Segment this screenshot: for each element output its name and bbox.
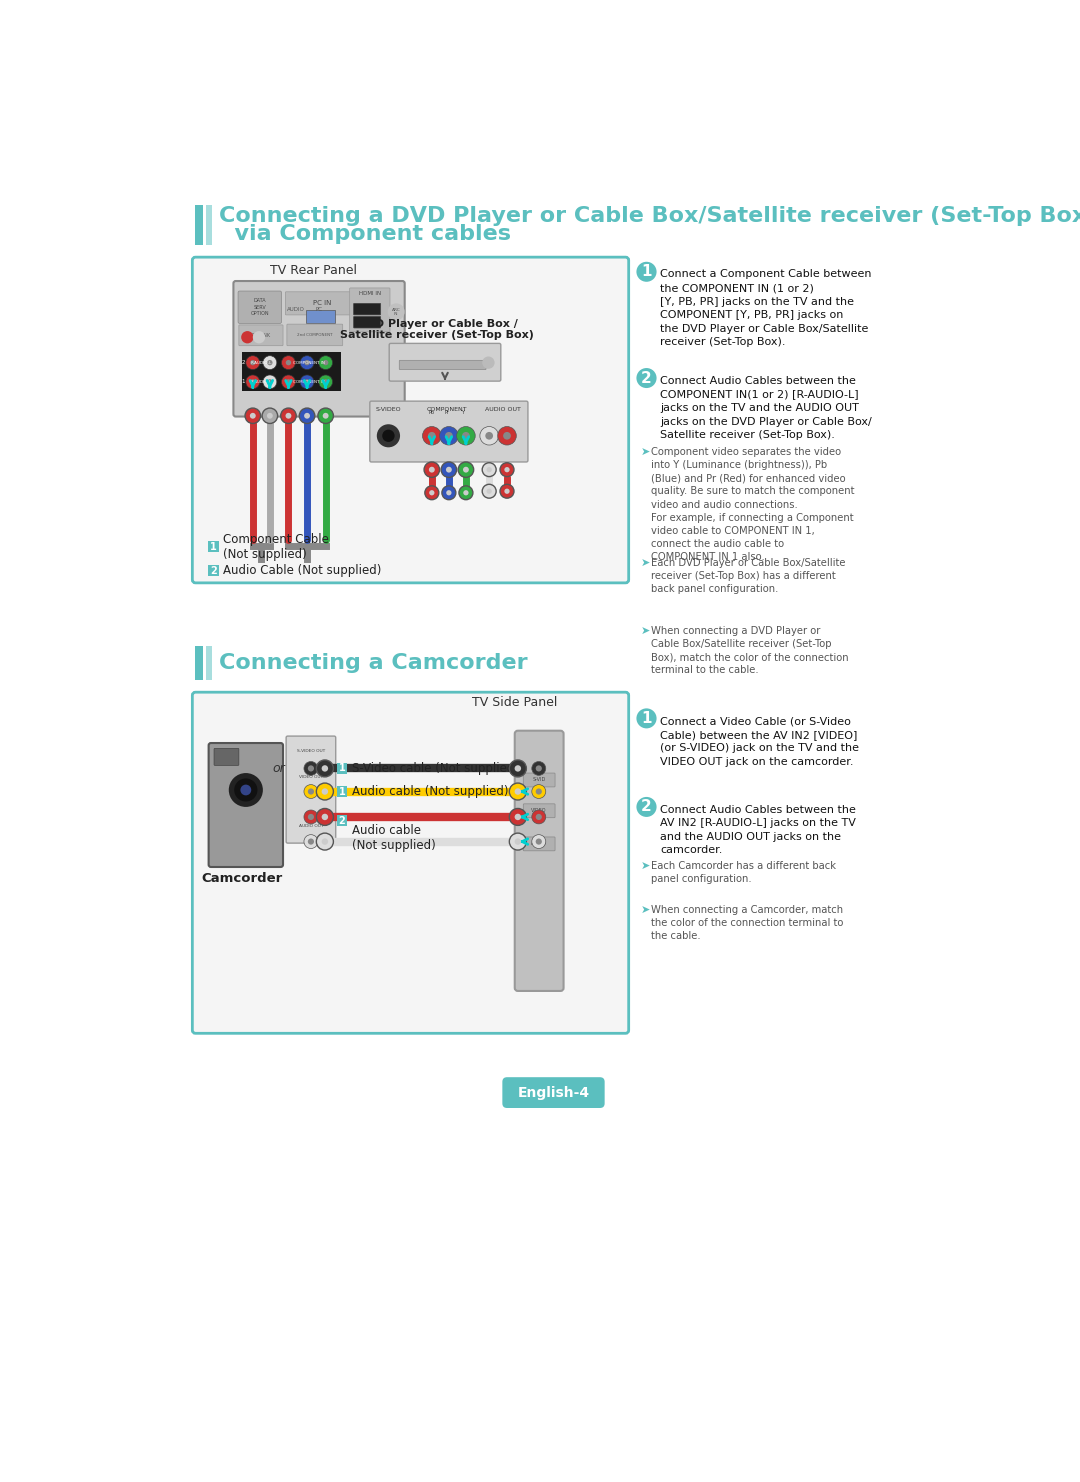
Circle shape bbox=[429, 467, 435, 473]
Circle shape bbox=[262, 356, 276, 369]
Text: Each DVD Player or Cable Box/Satellite
receiver (Set-Top Box) has a different
ba: Each DVD Player or Cable Box/Satellite r… bbox=[651, 559, 846, 594]
FancyBboxPatch shape bbox=[242, 370, 341, 391]
Text: Pr: Pr bbox=[445, 411, 449, 415]
Circle shape bbox=[322, 839, 328, 845]
Circle shape bbox=[457, 427, 475, 445]
Circle shape bbox=[267, 413, 273, 419]
Circle shape bbox=[514, 814, 521, 820]
Text: 2: 2 bbox=[210, 566, 217, 575]
Text: PC: PC bbox=[316, 307, 323, 313]
Circle shape bbox=[308, 814, 314, 820]
Text: When connecting a DVD Player or
Cable Box/Satellite receiver (Set-Top
Box), matc: When connecting a DVD Player or Cable Bo… bbox=[651, 625, 849, 676]
Text: AUDIO: AUDIO bbox=[287, 307, 306, 313]
Circle shape bbox=[531, 762, 545, 775]
Circle shape bbox=[486, 467, 491, 473]
Circle shape bbox=[323, 379, 328, 385]
Text: 2: 2 bbox=[642, 370, 652, 385]
FancyBboxPatch shape bbox=[239, 325, 283, 345]
Text: AUDIO OUT: AUDIO OUT bbox=[299, 824, 323, 828]
Circle shape bbox=[482, 485, 496, 498]
Text: Connect Audio Cables between the
AV IN2 [R-AUDIO-L] jacks on the TV
and the AUDI: Connect Audio Cables between the AV IN2 … bbox=[661, 805, 856, 855]
Text: 2nd COMPONENT: 2nd COMPONENT bbox=[297, 333, 333, 336]
Circle shape bbox=[253, 330, 266, 344]
Text: 2: 2 bbox=[338, 815, 346, 825]
Text: S-Video cable (Not supplied): S-Video cable (Not supplied) bbox=[352, 762, 519, 775]
Circle shape bbox=[318, 408, 334, 424]
FancyBboxPatch shape bbox=[515, 731, 564, 991]
Circle shape bbox=[308, 839, 314, 845]
Circle shape bbox=[316, 809, 334, 825]
Text: Connect a Component Cable between
the COMPONENT IN (1 or 2)
[Y, PB, PR] jacks on: Connect a Component Cable between the CO… bbox=[661, 270, 872, 347]
Text: COMPONENT IN: COMPONENT IN bbox=[294, 360, 325, 365]
Circle shape bbox=[308, 765, 314, 772]
FancyBboxPatch shape bbox=[350, 288, 390, 332]
Circle shape bbox=[446, 491, 451, 495]
FancyBboxPatch shape bbox=[214, 748, 239, 765]
Circle shape bbox=[636, 368, 657, 388]
Text: via Component cables: via Component cables bbox=[218, 224, 511, 245]
Circle shape bbox=[377, 424, 400, 448]
FancyBboxPatch shape bbox=[285, 292, 361, 314]
Circle shape bbox=[303, 784, 318, 799]
Circle shape bbox=[514, 839, 521, 845]
Circle shape bbox=[441, 462, 457, 477]
Circle shape bbox=[636, 708, 657, 728]
Circle shape bbox=[305, 360, 310, 366]
FancyBboxPatch shape bbox=[306, 310, 335, 323]
FancyBboxPatch shape bbox=[524, 774, 555, 787]
Text: Connect Audio Cables between the
COMPONENT IN(1 or 2) [R-AUDIO-L]
jacks on the T: Connect Audio Cables between the COMPONE… bbox=[661, 376, 873, 440]
Circle shape bbox=[500, 462, 514, 477]
Circle shape bbox=[234, 778, 257, 802]
Text: ARC
IN: ARC IN bbox=[392, 308, 401, 316]
Text: English-4: English-4 bbox=[517, 1086, 590, 1100]
FancyBboxPatch shape bbox=[400, 360, 486, 369]
Text: HDMI IN: HDMI IN bbox=[359, 290, 381, 296]
Text: VIDEO OUT: VIDEO OUT bbox=[299, 775, 323, 780]
Text: TV Side Panel: TV Side Panel bbox=[472, 697, 557, 710]
Text: S-VIDEO OUT: S-VIDEO OUT bbox=[297, 748, 325, 753]
Circle shape bbox=[316, 833, 334, 851]
Text: ➤: ➤ bbox=[640, 904, 650, 914]
Circle shape bbox=[424, 486, 438, 499]
Circle shape bbox=[282, 375, 296, 388]
Text: COMPONENT IN: COMPONENT IN bbox=[294, 379, 325, 384]
Text: COMPONENT: COMPONENT bbox=[427, 408, 468, 412]
Text: Pb: Pb bbox=[429, 411, 435, 415]
Circle shape bbox=[536, 788, 542, 794]
Circle shape bbox=[262, 375, 276, 388]
Circle shape bbox=[500, 485, 514, 498]
Circle shape bbox=[267, 379, 272, 385]
FancyBboxPatch shape bbox=[286, 737, 336, 843]
Circle shape bbox=[267, 360, 272, 366]
Circle shape bbox=[305, 379, 310, 385]
Circle shape bbox=[303, 811, 318, 824]
Circle shape bbox=[531, 784, 545, 799]
Circle shape bbox=[424, 462, 440, 477]
Text: Component Cable
(Not supplied): Component Cable (Not supplied) bbox=[222, 532, 328, 560]
Circle shape bbox=[510, 760, 526, 777]
Text: Connecting a DVD Player or Cable Box/Satellite receiver (Set-Top Box): Connecting a DVD Player or Cable Box/Sat… bbox=[218, 206, 1080, 225]
Circle shape bbox=[286, 379, 292, 385]
FancyBboxPatch shape bbox=[502, 1077, 605, 1109]
Text: TV Rear Panel: TV Rear Panel bbox=[270, 264, 356, 277]
Circle shape bbox=[300, 375, 314, 388]
Circle shape bbox=[299, 408, 314, 424]
FancyBboxPatch shape bbox=[205, 205, 212, 245]
Circle shape bbox=[510, 833, 526, 851]
Circle shape bbox=[482, 357, 495, 369]
Circle shape bbox=[286, 360, 292, 366]
Text: CH-LINK: CH-LINK bbox=[251, 333, 271, 338]
FancyBboxPatch shape bbox=[233, 282, 405, 416]
Text: ➤: ➤ bbox=[640, 448, 650, 458]
FancyBboxPatch shape bbox=[238, 290, 282, 323]
Circle shape bbox=[445, 431, 453, 440]
Circle shape bbox=[308, 788, 314, 794]
Text: S-VID: S-VID bbox=[532, 778, 545, 782]
Circle shape bbox=[510, 809, 526, 825]
FancyBboxPatch shape bbox=[524, 837, 555, 851]
Circle shape bbox=[323, 413, 328, 419]
Text: Audio cable
(Not supplied): Audio cable (Not supplied) bbox=[352, 824, 435, 852]
Text: AUDIO: AUDIO bbox=[531, 842, 546, 846]
Text: 1: 1 bbox=[338, 763, 346, 774]
FancyBboxPatch shape bbox=[524, 803, 555, 818]
